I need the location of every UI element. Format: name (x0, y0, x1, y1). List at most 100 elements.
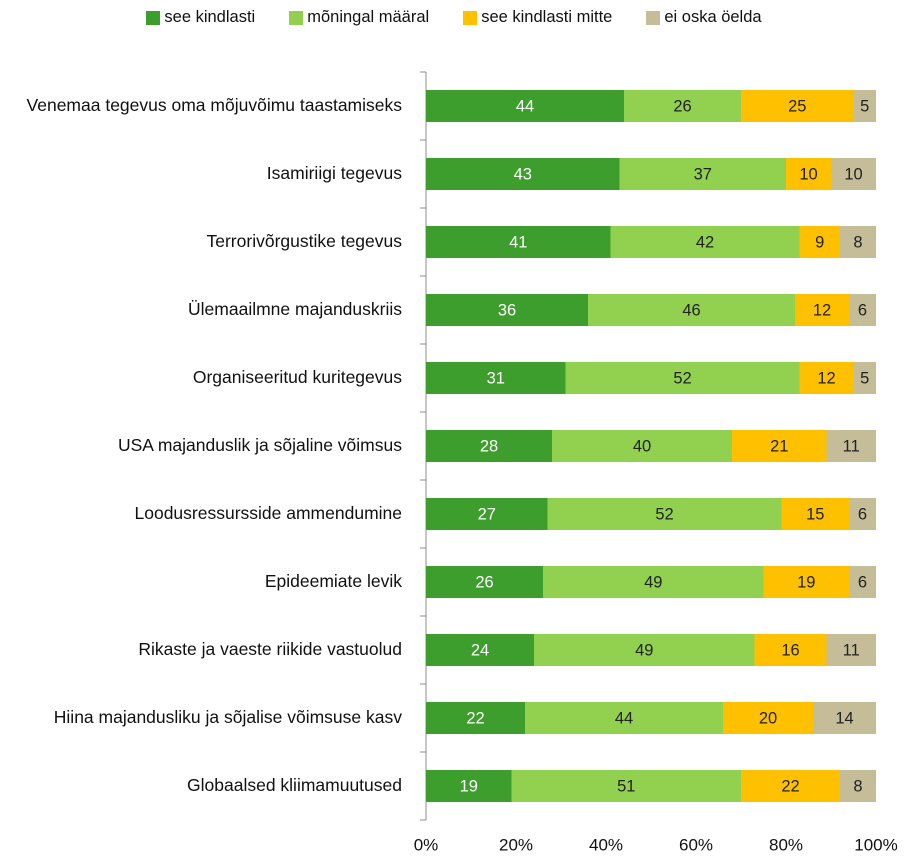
category-label: USA majanduslik ja sõjaline võimsus (117, 435, 402, 456)
bar-segment (741, 770, 840, 802)
category-label: Globaalsed kliimamuutused (187, 775, 402, 796)
data-label: 46 (682, 301, 700, 319)
legend-swatch (289, 10, 304, 25)
category-label: Hiina majandusliku ja sõjalise võimsuse … (53, 707, 402, 728)
data-label: 49 (644, 573, 662, 591)
category-label: Venemaa tegevus oma mõjuvõimu taastamise… (26, 95, 402, 116)
bar-segment (426, 770, 512, 802)
bar-segment (525, 702, 723, 734)
bar-segment (624, 90, 741, 122)
data-label: 6 (858, 505, 867, 523)
data-label: 52 (655, 505, 673, 523)
bar-segment (786, 158, 831, 190)
bar-segment (840, 770, 876, 802)
data-label: 41 (509, 233, 527, 251)
bar-segment (826, 430, 876, 462)
bar-segment (426, 430, 552, 462)
legend-swatch (646, 10, 661, 25)
bar-segment (826, 634, 876, 666)
legend-item: see kindlasti mitte (463, 8, 612, 27)
data-label: 25 (788, 97, 806, 115)
data-label: 22 (466, 709, 484, 727)
category-label: Rikaste ja vaeste riikide vastuolud (138, 639, 402, 660)
data-label: 5 (860, 369, 869, 387)
x-tick-label: 40% (589, 835, 623, 854)
data-label: 26 (673, 97, 691, 115)
data-label: 11 (843, 437, 860, 455)
legend-item: see kindlasti (146, 8, 255, 27)
x-tick-label: 80% (769, 835, 803, 854)
bar-segment (426, 566, 543, 598)
data-label: 49 (635, 641, 653, 659)
data-label: 10 (844, 165, 862, 183)
data-label: 44 (615, 709, 633, 727)
data-label: 52 (673, 369, 691, 387)
bar-segment (853, 362, 876, 394)
category-label: Epideemiate levik (264, 571, 402, 592)
bar-segment (426, 90, 624, 122)
category-label: Loodusressursside ammendumine (134, 503, 403, 524)
legend-label: mõningal määral (307, 8, 430, 26)
data-label: 37 (694, 165, 712, 183)
bar-segment (763, 566, 849, 598)
legend-item: ei oska öelda (646, 8, 762, 27)
data-label: 40 (633, 437, 651, 455)
x-tick-label: 20% (499, 835, 533, 854)
data-label: 15 (806, 505, 824, 523)
legend-label: see kindlasti mitte (481, 8, 613, 26)
bar-segment (552, 430, 732, 462)
data-label: 51 (617, 777, 635, 795)
data-label: 6 (858, 301, 867, 319)
data-label: 19 (460, 777, 478, 795)
bar-segment (426, 226, 611, 258)
data-label: 20 (759, 709, 777, 727)
bar-segment (426, 362, 566, 394)
bar-segment (511, 770, 741, 802)
bar-segment (732, 430, 827, 462)
data-label: 28 (480, 437, 498, 455)
data-label: 5 (860, 97, 869, 115)
bar-segment (741, 90, 854, 122)
bar-segment (754, 634, 827, 666)
category-label: Organiseeritud kuritegevus (192, 367, 402, 388)
data-label: 10 (799, 165, 817, 183)
bar-segment (619, 158, 786, 190)
bar-segment (795, 294, 849, 326)
bar-segment (723, 702, 813, 734)
bar-segment (426, 294, 588, 326)
bar-segment (426, 702, 525, 734)
bar-segment (547, 498, 782, 530)
bar-segment (781, 498, 849, 530)
x-tick-label: 0% (414, 835, 439, 854)
legend-swatch (146, 10, 161, 25)
data-label: 43 (514, 165, 532, 183)
data-label: 27 (478, 505, 496, 523)
bar-segment (840, 226, 876, 258)
category-label: Terrorivõrgustike tegevus (206, 231, 403, 252)
data-label: 22 (781, 777, 799, 795)
bar-segment (853, 90, 876, 122)
data-label: 36 (498, 301, 516, 319)
data-label: 8 (853, 777, 862, 795)
x-tick-label: 100% (854, 835, 897, 854)
data-label: 12 (813, 301, 831, 319)
data-label: 9 (815, 233, 824, 251)
data-label: 8 (853, 233, 862, 251)
data-label: 44 (516, 97, 534, 115)
bar-segment (799, 226, 840, 258)
data-label: 19 (797, 573, 815, 591)
category-label: Isamiriigi tegevus (266, 163, 402, 184)
bar-segment (831, 158, 876, 190)
bar-segment (849, 498, 876, 530)
data-label: 16 (781, 641, 799, 659)
bar-segment (534, 634, 755, 666)
bar-segment (565, 362, 800, 394)
legend-swatch (463, 10, 478, 25)
bar-segment (426, 634, 534, 666)
bar-segment (799, 362, 854, 394)
legend-label: see kindlasti (164, 8, 256, 26)
bar-segment (813, 702, 876, 734)
legend-label: ei oska öelda (664, 8, 762, 26)
